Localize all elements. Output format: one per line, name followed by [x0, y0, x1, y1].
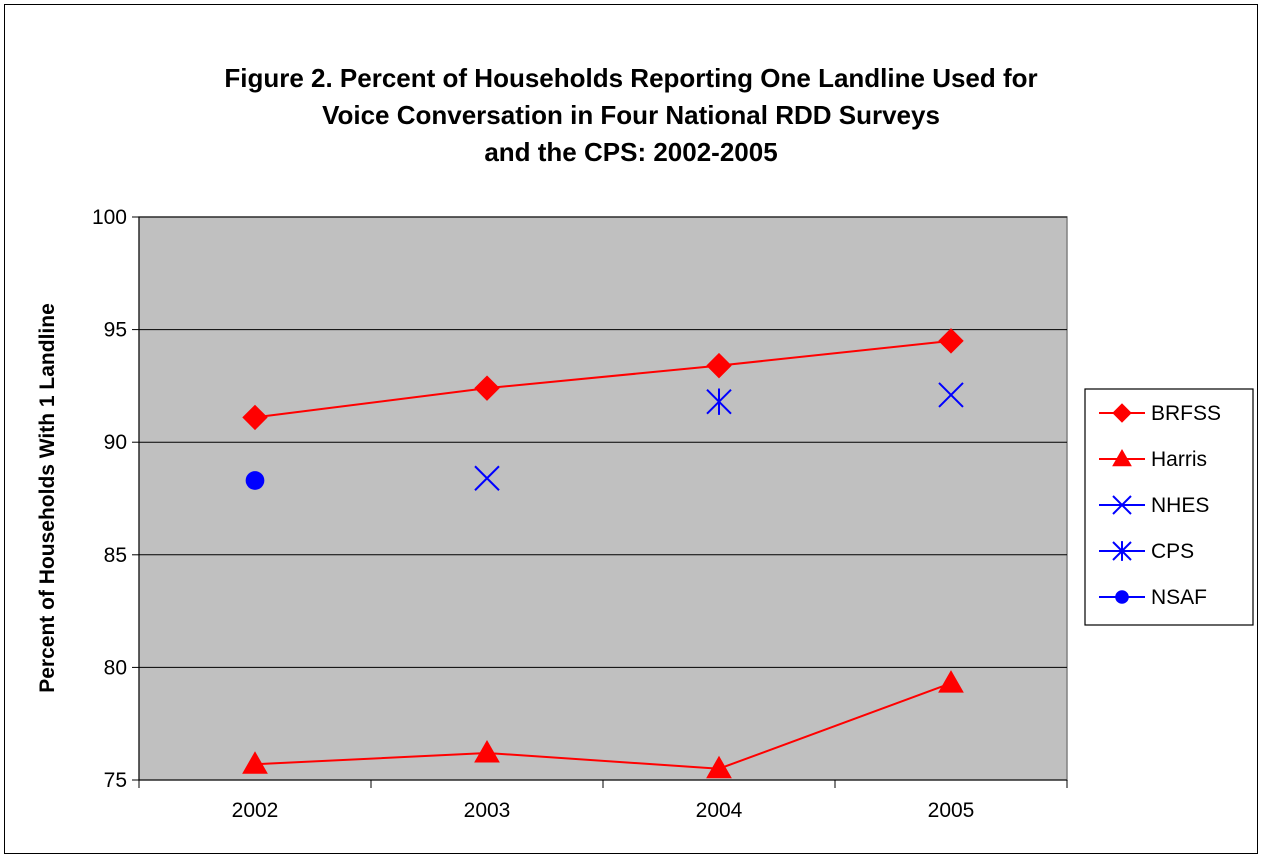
x-tick-label: 2002 — [232, 799, 279, 822]
legend-label-brfss: BRFSS — [1151, 402, 1221, 425]
series-nsaf — [245, 471, 265, 490]
legend-marker-cps — [1112, 541, 1132, 561]
y-tick-label: 90 — [104, 431, 127, 454]
legend-item-nhes: NHES — [1099, 494, 1209, 517]
legend-item-nsaf: NSAF — [1099, 586, 1207, 609]
legend-marker-nhes — [1112, 495, 1132, 515]
legend-label-harris: Harris — [1151, 448, 1207, 471]
legend: BRFSS Harris NHES CPS NSAF — [1084, 388, 1254, 626]
legend-marker-nsaf — [1115, 590, 1129, 604]
legend-box — [1084, 388, 1254, 626]
y-tick-label: 80 — [104, 656, 127, 679]
data-point-cps — [706, 388, 732, 415]
series-line-harris — [254, 682, 952, 770]
y-tick-label: 95 — [104, 319, 127, 342]
data-point-brfss — [474, 375, 500, 401]
chart-title-line-1: Figure 2. Percent of Households Reportin… — [224, 63, 1037, 93]
chart-title-line-2: Voice Conversation in Four National RDD … — [322, 100, 940, 130]
x-tick-label: 2005 — [928, 799, 975, 822]
legend-item-cps: CPS — [1099, 540, 1194, 563]
series-line-brfss — [254, 339, 952, 419]
axes-layer: 75 80 85 90 95 100 2002 2003 2004 2005 — [92, 206, 1068, 822]
data-point-nhes — [938, 382, 964, 408]
data-point-brfss — [706, 352, 732, 379]
chart-title-line-3: and the CPS: 2002-2005 — [484, 137, 777, 167]
data-point-harris — [242, 751, 268, 774]
plot-background — [138, 216, 1068, 781]
chart-title: Figure 2. Percent of Households Reportin… — [224, 63, 1037, 167]
data-point-harris — [474, 739, 500, 763]
series-cps — [706, 388, 732, 415]
y-tick-label: 85 — [104, 544, 127, 567]
data-point-harris — [938, 670, 964, 693]
legend-label-nhes: NHES — [1151, 494, 1209, 517]
series-nhes — [474, 382, 964, 491]
data-point-harris — [706, 755, 732, 779]
series-harris — [242, 670, 964, 779]
data-point-nhes — [474, 465, 500, 491]
legend-label-nsaf: NSAF — [1151, 586, 1207, 609]
y-tick-label: 100 — [92, 206, 127, 229]
series-brfss — [242, 328, 964, 431]
y-axis-label: Percent of Households With 1 Landline — [36, 303, 59, 693]
y-tick-label: 75 — [104, 769, 127, 792]
x-tick-label: 2003 — [464, 799, 511, 822]
legend-label-cps: CPS — [1151, 540, 1194, 563]
data-point-brfss — [938, 328, 964, 354]
legend-marker-harris — [1112, 448, 1132, 467]
plot-area-layer — [138, 216, 1068, 781]
x-tick-label: 2004 — [696, 799, 743, 822]
data-point-brfss — [242, 404, 268, 431]
legend-item-harris: Harris — [1099, 448, 1207, 471]
series-layer — [242, 328, 964, 779]
data-point-nsaf — [245, 471, 265, 490]
legend-marker-brfss — [1112, 403, 1132, 423]
legend-item-brfss: BRFSS — [1099, 402, 1221, 425]
